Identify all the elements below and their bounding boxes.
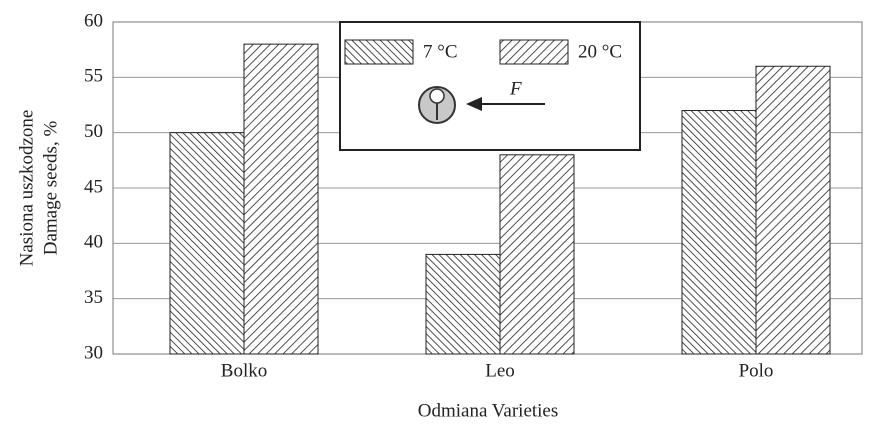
- bar: [499, 154, 575, 355]
- x-axis-label: Odmiana Varieties: [418, 400, 559, 421]
- legend-label: 20 °C: [578, 41, 622, 62]
- legend-label: 7 °C: [423, 41, 458, 62]
- x-tick-label: Polo: [739, 360, 774, 381]
- y-tick-label: 60: [84, 10, 103, 31]
- legend: F 7 °C 20 °C: [339, 21, 641, 151]
- bar: [243, 43, 319, 355]
- y-axis-label: Damage seeds, %: [40, 121, 61, 256]
- plot: 30 35 40 45 50 55 60 Bolko Leo Polo: [84, 10, 863, 381]
- x-tick-label: Bolko: [221, 360, 267, 381]
- seed-icon: [429, 88, 445, 104]
- y-tick-label: 40: [84, 232, 103, 253]
- bar: [425, 253, 501, 355]
- annotation: F: [509, 78, 522, 99]
- y-tick-label: 45: [84, 176, 103, 197]
- bar: [755, 65, 831, 355]
- force-arrow: [466, 97, 482, 111]
- bar: [169, 132, 245, 355]
- x-tick-label: Leo: [485, 360, 515, 381]
- legend-swatch: [344, 39, 414, 65]
- y-tick-label: 50: [84, 121, 103, 142]
- y-axis-label: Nasiona uszkodzone: [16, 110, 37, 267]
- y-tick-label: 30: [84, 342, 103, 363]
- y-tick-label: 55: [84, 66, 103, 87]
- bar: [681, 110, 757, 355]
- y-tick-label: 35: [84, 287, 103, 308]
- legend-swatch: [499, 39, 569, 65]
